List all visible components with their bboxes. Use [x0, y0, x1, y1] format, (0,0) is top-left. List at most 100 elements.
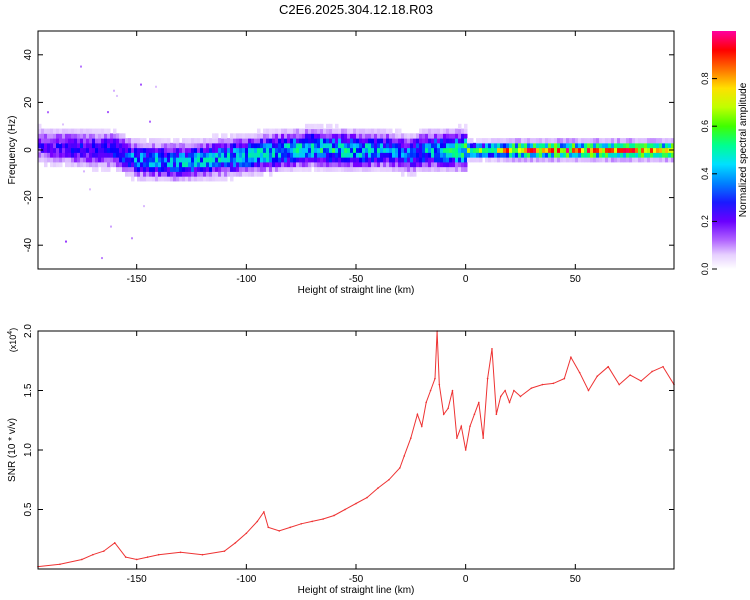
- heatmap-cell: [428, 152, 432, 158]
- heatmap-cell: [581, 142, 585, 149]
- heatmap-cell: [212, 147, 216, 153]
- heatmap-cells: [38, 65, 674, 260]
- heatmap-cell: [230, 161, 234, 168]
- heatmap-cell: [620, 138, 624, 144]
- heatmap-cell: [521, 138, 525, 144]
- heatmap-cell: [149, 142, 153, 149]
- heatmap-cell: [134, 166, 138, 172]
- heatmap-cell: [323, 128, 327, 134]
- heatmap-cell: [266, 128, 270, 134]
- heatmap-cell: [293, 166, 297, 172]
- heatmap-cell: [461, 166, 465, 172]
- heatmap-cell: [488, 147, 492, 153]
- heatmap-cell: [155, 166, 159, 172]
- heatmap-cell: [59, 142, 63, 149]
- heatmap-cell: [185, 166, 189, 172]
- heatmap-cell: [329, 133, 333, 139]
- heatmap-cell: [278, 152, 282, 158]
- heatmap-cell: [182, 166, 186, 172]
- heatmap-cell: [143, 138, 147, 144]
- heatmap-cell: [170, 142, 174, 149]
- heatmap-cell: [290, 138, 294, 144]
- heatmap-cell: [416, 142, 420, 149]
- heatmap-cell: [59, 128, 63, 134]
- heatmap-cell: [173, 171, 177, 177]
- heatmap-cell: [251, 157, 255, 163]
- heatmap-cell: [275, 147, 279, 153]
- heatmap-cell: [134, 138, 138, 144]
- heatmap-cell: [512, 152, 516, 158]
- heatmap-cell: [371, 157, 375, 163]
- heatmap-cell: [617, 142, 621, 149]
- heatmap-cell: [518, 147, 522, 153]
- heatmap-cell: [404, 152, 408, 158]
- snr-point: [451, 389, 454, 392]
- heatmap-cell: [605, 142, 609, 149]
- heatmap-cell: [647, 157, 651, 163]
- heatmap-cell: [587, 152, 591, 158]
- heatmap-cell: [464, 166, 468, 172]
- heatmap-cell: [281, 152, 285, 158]
- heatmap-cell: [413, 171, 417, 177]
- heatmap-cell: [317, 152, 321, 158]
- heatmap-cell: [389, 152, 393, 158]
- heatmap-cell: [449, 133, 453, 139]
- heatmap-cell: [437, 157, 441, 163]
- heatmap-cell: [89, 133, 93, 139]
- heatmap-cell: [371, 128, 375, 134]
- snr-point: [263, 511, 265, 513]
- heatmap-cell: [131, 176, 135, 182]
- heatmap-cell: [164, 138, 168, 144]
- heatmap-cell: [389, 147, 393, 153]
- heatmap-cell: [86, 157, 90, 163]
- heatmap-cell: [350, 128, 354, 134]
- heatmap-cell: [671, 157, 674, 163]
- heatmap-cell: [278, 138, 282, 144]
- heatmap-cell: [461, 133, 465, 139]
- heatmap-cell: [434, 152, 438, 158]
- heatmap-cell: [164, 142, 168, 149]
- snr-point: [578, 371, 581, 374]
- x-tick-label: -50: [349, 274, 364, 285]
- heatmap-cell: [38, 128, 42, 134]
- heatmap-cell: [215, 161, 219, 168]
- heatmap-cell: [284, 138, 288, 144]
- heatmap-cell: [404, 147, 408, 153]
- heatmap-cell: [404, 133, 408, 139]
- heatmap-cell: [524, 138, 528, 144]
- heatmap-cell: [380, 157, 384, 163]
- heatmap-cell: [479, 138, 483, 144]
- heatmap-cell: [575, 147, 579, 153]
- heatmap-cell: [515, 147, 519, 153]
- heatmap-cell: [530, 147, 534, 153]
- heatmap-cell: [149, 138, 153, 144]
- snr-point: [157, 553, 160, 556]
- heatmap-cell: [233, 147, 237, 153]
- heatmap-cell: [494, 147, 498, 153]
- snr-point: [377, 487, 379, 489]
- heatmap-cell: [74, 152, 78, 158]
- heatmap-cell: [407, 157, 411, 163]
- heatmap-cell: [626, 142, 630, 149]
- heatmap-cell: [305, 123, 309, 130]
- heatmap-cell: [500, 152, 504, 158]
- heatmap-cell: [77, 157, 81, 163]
- heatmap-cell: [44, 138, 48, 144]
- heatmap-cell: [647, 142, 651, 149]
- heatmap-cell: [110, 157, 114, 163]
- heatmap-cell: [239, 147, 243, 153]
- heatmap-cell: [599, 152, 603, 158]
- heatmap-cell: [443, 138, 447, 144]
- snr-point: [278, 530, 281, 532]
- y-tick-label: 2.0: [23, 324, 34, 338]
- heatmap-cell: [194, 176, 198, 182]
- heatmap-cell: [572, 157, 576, 163]
- heatmap-cell: [641, 152, 645, 158]
- heatmap-cell: [338, 128, 342, 134]
- heatmap-cell: [572, 138, 576, 144]
- heatmap-cell: [515, 157, 519, 163]
- heatmap-cell: [497, 147, 501, 153]
- heatmap-cell: [50, 157, 54, 163]
- heatmap-cell: [638, 152, 642, 158]
- heatmap-cell: [281, 133, 285, 139]
